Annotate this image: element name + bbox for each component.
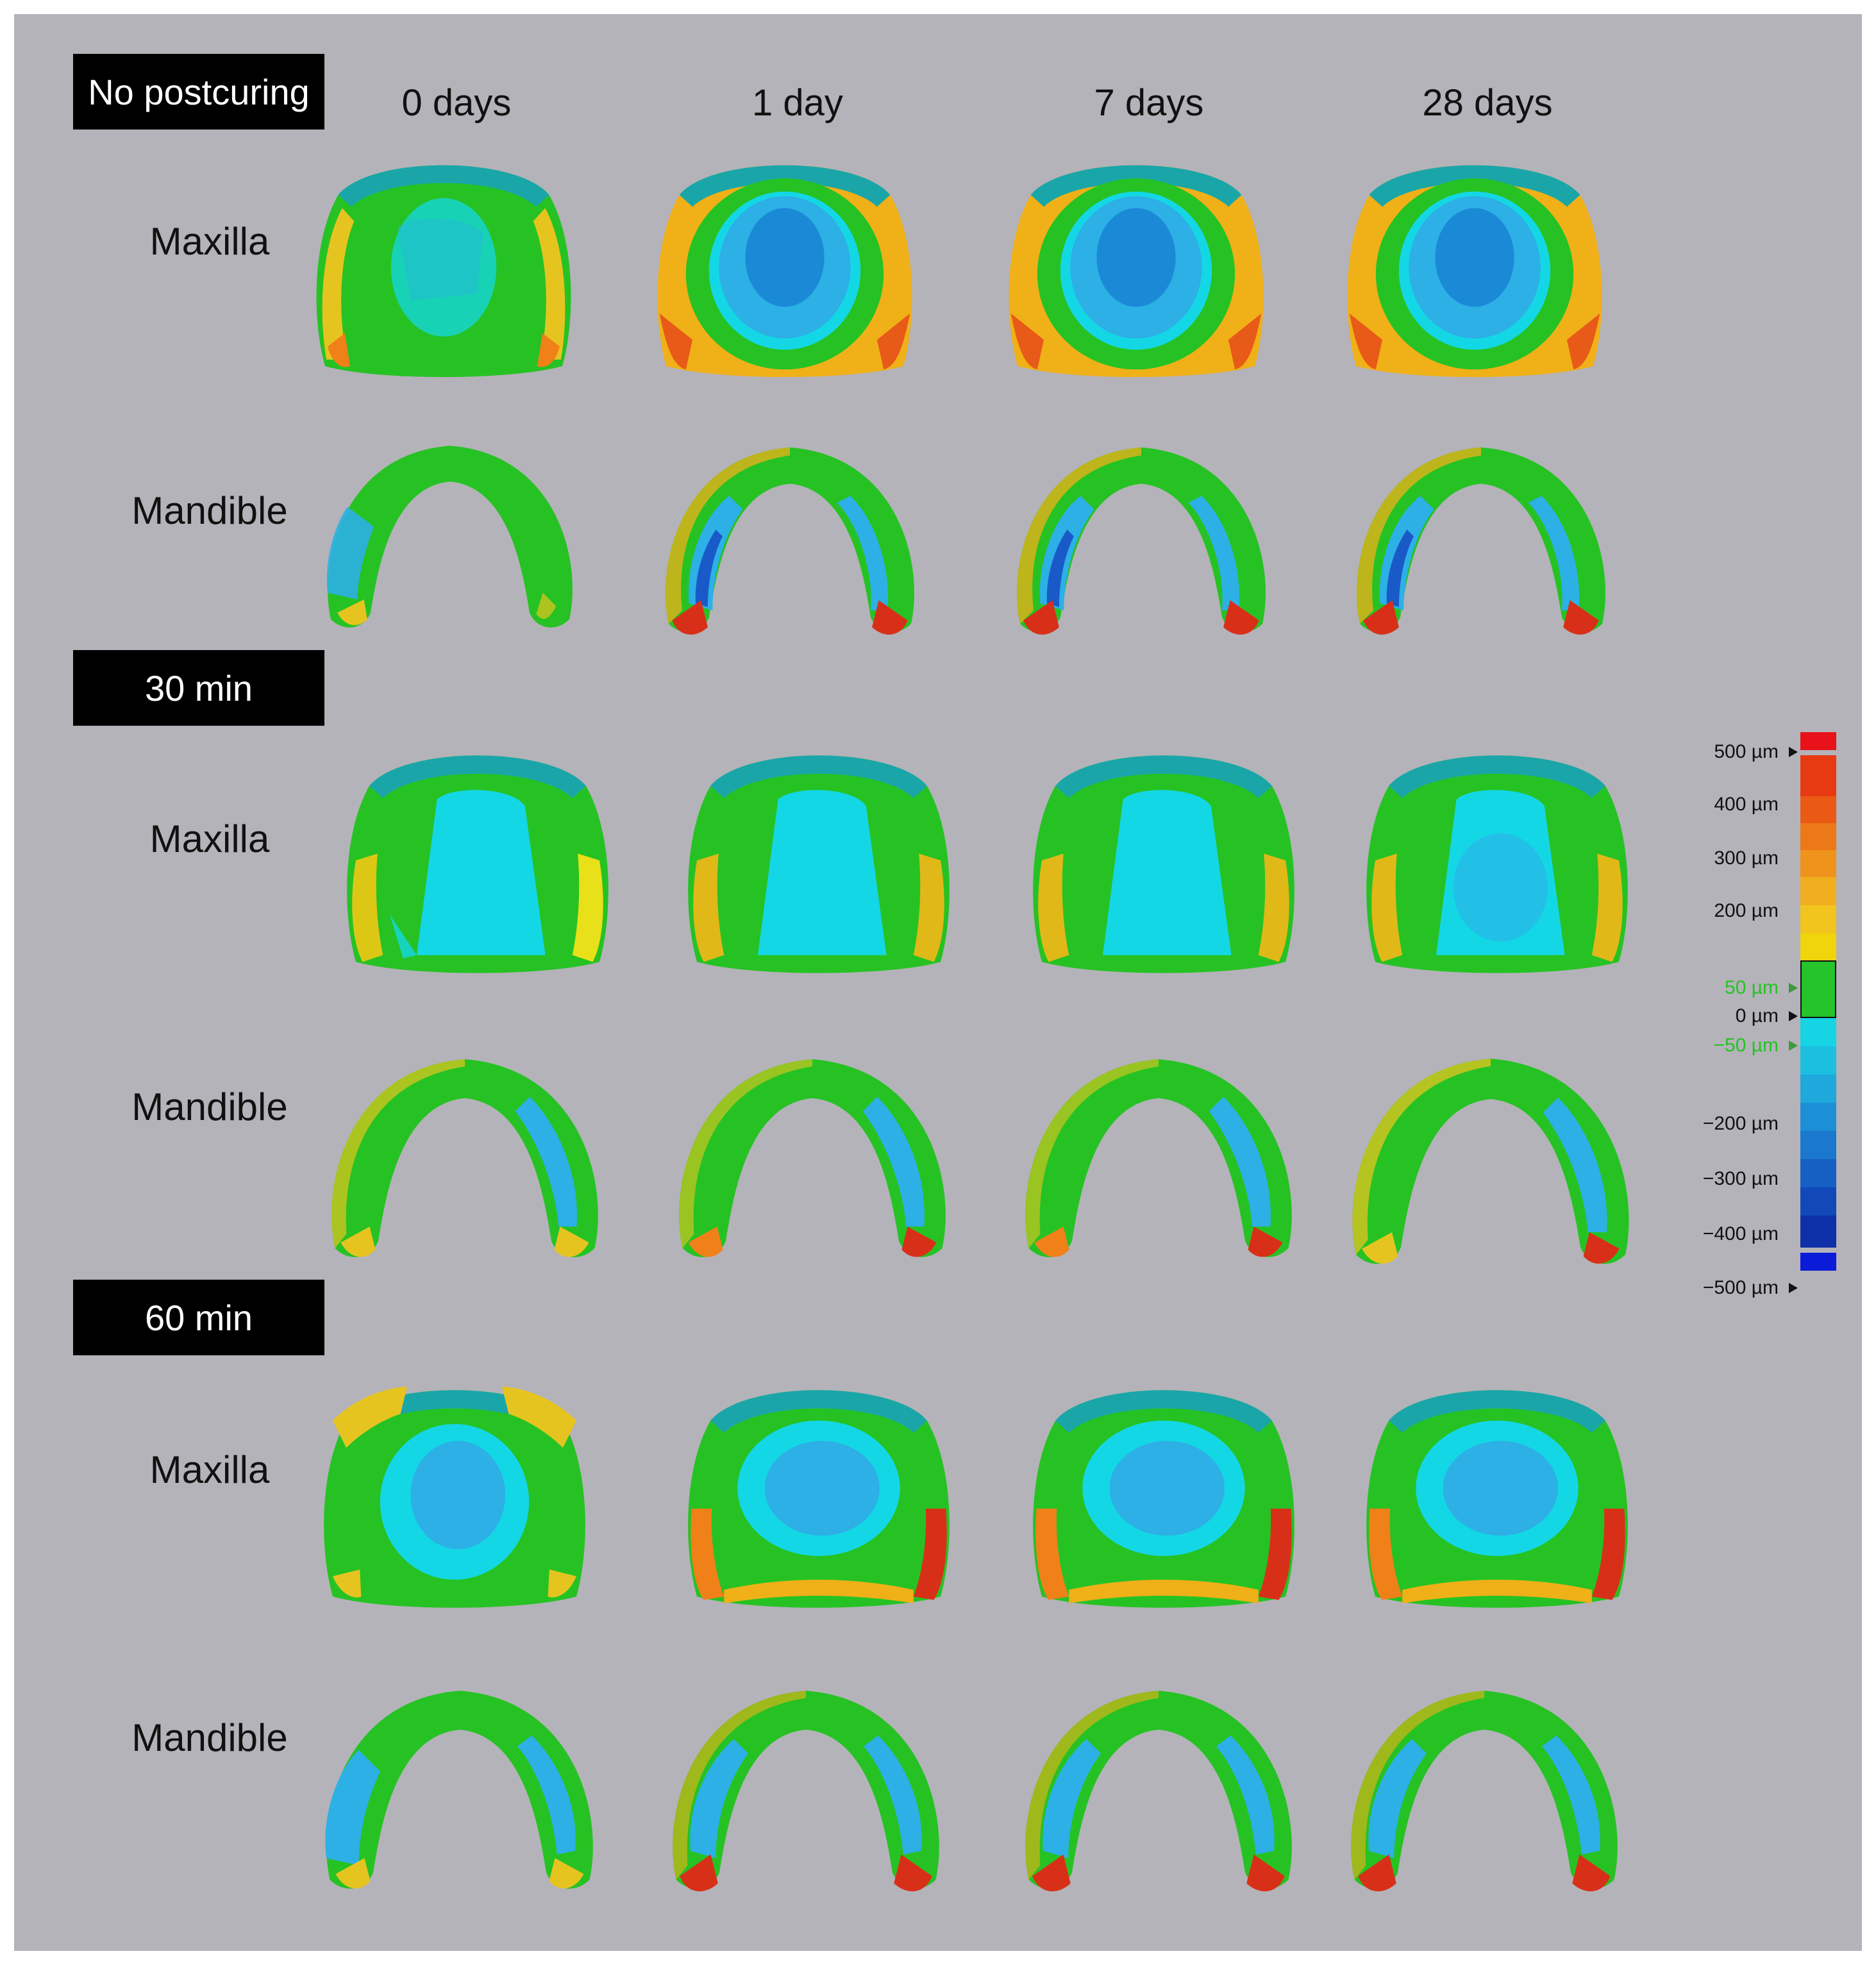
column-label-28-days: 28 days xyxy=(1422,82,1553,124)
legend-marker-arrow xyxy=(1789,747,1798,757)
legend-swatch-negative xyxy=(1800,1103,1836,1131)
legend-swatch-negative xyxy=(1800,1131,1836,1159)
mandible-scan-no-postcuring-0-days xyxy=(315,440,585,639)
legend-marker-arrow xyxy=(1789,1041,1798,1051)
legend-swatch-positive xyxy=(1800,823,1836,850)
legend-swatch-negative xyxy=(1800,1018,1836,1046)
maxilla-scan-no-postcuring-1-day xyxy=(650,149,919,386)
legend-swatch-tolerance xyxy=(1800,960,1836,1018)
legend-label-400: 400 µm xyxy=(1714,794,1779,815)
row-label-maxilla: Maxilla xyxy=(149,817,270,860)
legend-marker-arrow xyxy=(1789,1283,1798,1293)
color-scale-legend: 500 µm 400 µm 300 µm 200 µm 50 µm 0 µm −… xyxy=(1643,732,1854,1360)
maxilla-scan-60-min-7-days xyxy=(1019,1373,1308,1617)
mandible-scan-30-min-28-days xyxy=(1340,1053,1641,1277)
mandible-scan-60-min-1-day xyxy=(662,1684,950,1902)
legend-swatch-negative xyxy=(1800,1046,1836,1074)
maxilla-scan-60-min-28-days xyxy=(1353,1373,1641,1617)
legend-label-minus-500: −500 µm xyxy=(1702,1277,1779,1298)
group-label-60-min: 60 min xyxy=(73,1280,324,1355)
maxilla-scan-30-min-1-day xyxy=(674,739,963,982)
legend-swatch-negative xyxy=(1800,1159,1836,1187)
legend-swatch-positive xyxy=(1800,877,1836,905)
maxilla-scan-60-min-1-day xyxy=(674,1373,963,1617)
mandible-scan-30-min-1-day xyxy=(668,1053,957,1271)
row-label-mandible: Mandible xyxy=(131,1085,288,1128)
maxilla-scan-30-min-7-days xyxy=(1019,739,1308,982)
mandible-scan-60-min-0-days xyxy=(315,1684,604,1902)
legend-swatch-below-range xyxy=(1800,1253,1836,1271)
legend-swatch-positive xyxy=(1800,796,1836,823)
legend-swatch-negative xyxy=(1800,1216,1836,1248)
row-label-mandible: Mandible xyxy=(131,489,288,532)
mandible-scan-no-postcuring-7-days xyxy=(1007,440,1276,646)
legend-swatch-positive xyxy=(1800,933,1836,960)
mandible-scan-no-postcuring-28-days xyxy=(1346,440,1616,646)
maxilla-scan-no-postcuring-0-days xyxy=(309,149,578,386)
group-label-30-min: 30 min xyxy=(73,650,324,726)
maxilla-scan-60-min-0-days xyxy=(310,1373,599,1617)
mandible-scan-30-min-0-days xyxy=(321,1053,609,1271)
figure-panel: No postcuring 30 min 60 min 0 days 1 day… xyxy=(14,14,1862,1951)
maxilla-scan-30-min-28-days xyxy=(1353,739,1641,982)
maxilla-scan-no-postcuring-7-days xyxy=(1001,149,1271,386)
maxilla-scan-30-min-0-days xyxy=(333,739,622,982)
legend-swatch-positive xyxy=(1800,905,1836,933)
legend-label-0: 0 µm xyxy=(1735,1005,1779,1026)
legend-swatch-positive xyxy=(1800,850,1836,877)
legend-label-minus-200: −200 µm xyxy=(1702,1113,1779,1134)
legend-swatch-negative xyxy=(1800,1074,1836,1103)
legend-label-minus-400: −400 µm xyxy=(1702,1223,1779,1244)
legend-label-minus-50: −50 µm xyxy=(1713,1035,1779,1056)
legend-label-300: 300 µm xyxy=(1714,848,1779,869)
group-label-no-postcuring: No postcuring xyxy=(73,54,324,130)
maxilla-scan-no-postcuring-28-days xyxy=(1340,149,1609,386)
column-label-0-days: 0 days xyxy=(401,82,512,124)
legend-marker-arrow xyxy=(1789,983,1798,993)
legend-swatch-above-range xyxy=(1800,732,1836,750)
row-label-maxilla: Maxilla xyxy=(149,1448,270,1491)
legend-label-minus-300: −300 µm xyxy=(1702,1168,1779,1189)
legend-label-200: 200 µm xyxy=(1714,900,1779,921)
legend-label-500: 500 µm xyxy=(1714,741,1779,762)
legend-marker-arrow xyxy=(1789,1011,1798,1021)
column-label-1-day: 1 day xyxy=(752,82,843,124)
row-label-maxilla: Maxilla xyxy=(149,220,270,263)
column-label-7-days: 7 days xyxy=(1094,82,1204,124)
mandible-scan-30-min-7-days xyxy=(1014,1053,1303,1271)
mandible-scan-no-postcuring-1-day xyxy=(655,440,925,646)
legend-swatch-positive xyxy=(1800,755,1836,796)
mandible-scan-60-min-7-days xyxy=(1014,1684,1303,1902)
legend-label-50: 50 µm xyxy=(1725,977,1779,998)
row-label-mandible: Mandible xyxy=(131,1716,288,1759)
legend-swatch-negative xyxy=(1800,1187,1836,1216)
mandible-scan-60-min-28-days xyxy=(1340,1684,1629,1902)
